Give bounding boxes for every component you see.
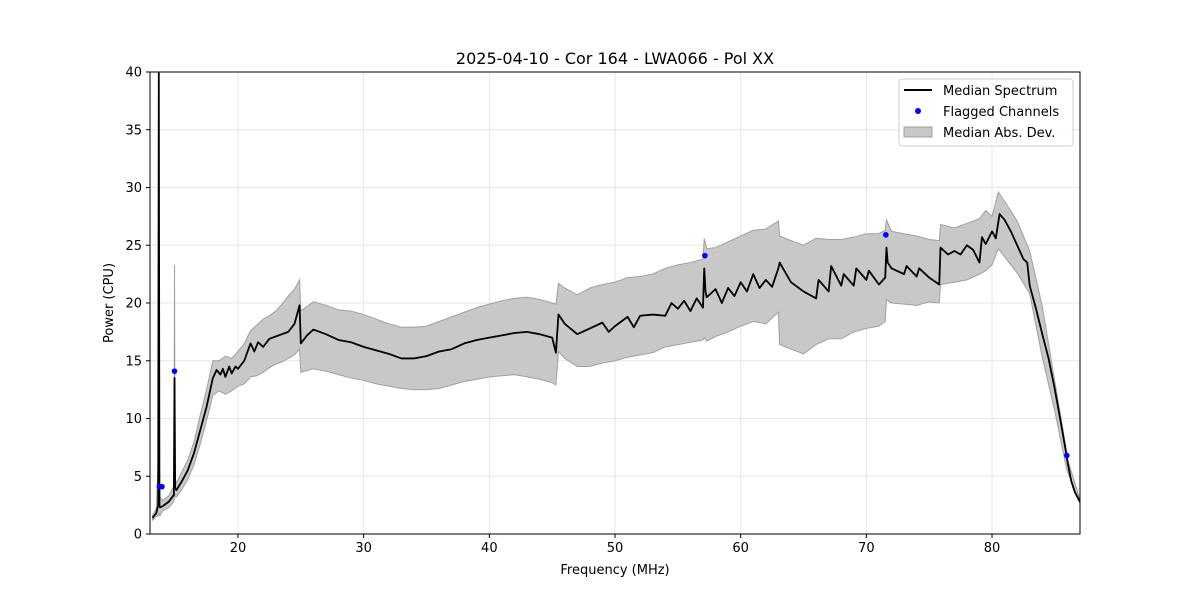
x-tick-label: 50: [607, 541, 624, 556]
y-tick-label: 25: [125, 239, 142, 254]
flagged-channel-point: [159, 483, 165, 490]
x-axis-label: Frequency (MHz): [560, 563, 669, 578]
x-tick-label: 30: [355, 541, 372, 556]
y-tick-label: 35: [125, 123, 142, 138]
x-tick-label: 60: [732, 541, 749, 556]
y-tick-label: 5: [134, 470, 142, 485]
y-tick-label: 10: [125, 412, 142, 427]
flagged-channel-point: [883, 232, 889, 238]
y-tick-label: 30: [125, 181, 142, 196]
x-tick-label: 80: [984, 541, 1001, 556]
mad-band: [152, 72, 1080, 522]
legend-label-flagged: Flagged Channels: [943, 105, 1059, 120]
flagged-channel-point: [171, 368, 178, 374]
flagged-channel-point: [702, 252, 708, 259]
x-tick-label: 70: [858, 541, 875, 556]
legend: Median Spectrum Flagged Channels Median …: [898, 78, 1074, 147]
median-spectrum-line: [151, 72, 1080, 519]
x-tick-label: 40: [481, 541, 498, 556]
chart-title: 2025-04-10 - Cor 164 - LWA066 - Pol XX: [456, 49, 774, 68]
y-tick-label: 20: [125, 297, 142, 312]
x-tick-label: 20: [230, 541, 247, 556]
legend-swatch-mad: [903, 126, 933, 138]
axis-ticks: 20 30 40 50 60 70 80 0 5 10 15 20 25 30 35 40: [125, 66, 1000, 557]
y-tick-label: 0: [134, 528, 142, 543]
plot-area: [151, 72, 1080, 522]
legend-label-median: Median Spectrum: [943, 84, 1057, 99]
legend-label-mad: Median Abs. Dev.: [943, 126, 1055, 141]
y-axis-label: Power (CPU): [102, 263, 117, 343]
y-tick-label: 15: [125, 354, 142, 369]
y-tick-label: 40: [125, 66, 142, 81]
legend-box: [898, 78, 1074, 147]
flagged-channel-point: [1064, 452, 1070, 459]
legend-swatch-flagged: [915, 108, 921, 114]
